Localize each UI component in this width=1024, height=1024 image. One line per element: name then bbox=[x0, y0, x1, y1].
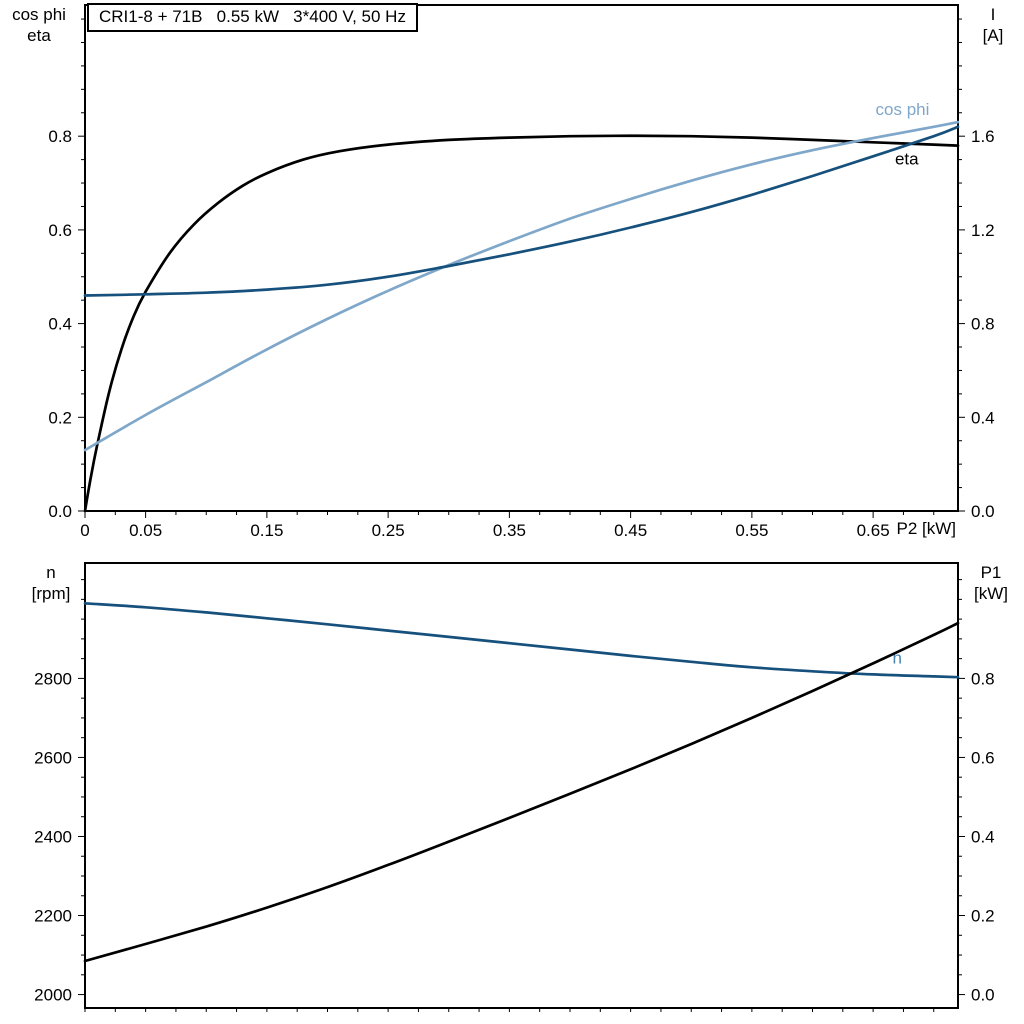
bottom-chart-right-axis-title: P1 [kW] bbox=[960, 562, 1022, 604]
left-axis-title-line1: n bbox=[46, 563, 56, 582]
y-left-tick-label: 2200 bbox=[34, 907, 72, 926]
y-left-tick-label: 0.4 bbox=[48, 315, 72, 334]
x-axis-label: P2 [kW] bbox=[896, 519, 956, 538]
y-left-tick-label: 0.8 bbox=[48, 127, 72, 146]
x-tick-label: 0.35 bbox=[493, 521, 526, 540]
plot-frame bbox=[84, 562, 959, 1009]
x-tick-label: 0.65 bbox=[857, 521, 890, 540]
y-right-tick-label: 0.8 bbox=[971, 315, 995, 334]
series-label-eta: eta bbox=[895, 149, 919, 168]
y-right-tick-label: 1.2 bbox=[971, 221, 995, 240]
chart-title-box: CRI1-8 + 71B 0.55 kW 3*400 V, 50 Hz bbox=[87, 3, 418, 32]
bottom-chart-left-axis-title: n [rpm] bbox=[14, 562, 88, 604]
y-right-tick-label: 0.6 bbox=[971, 748, 995, 767]
y-right-tick-label: 0.4 bbox=[971, 408, 995, 427]
series-label-n: n bbox=[893, 648, 902, 667]
y-left-tick-label: 2800 bbox=[34, 669, 72, 688]
series-label-cos-phi: cos phi bbox=[876, 100, 930, 119]
left-axis-title-line1: cos phi bbox=[12, 5, 66, 24]
right-axis-title-line1: P1 bbox=[980, 563, 1002, 582]
y-right-tick-label: 0.0 bbox=[971, 502, 995, 521]
y-left-tick-label: 0.0 bbox=[48, 502, 72, 521]
y-right-tick-label: 0.8 bbox=[971, 669, 995, 688]
x-tick-label: 0.25 bbox=[372, 521, 405, 540]
x-tick-label: 0 bbox=[80, 521, 89, 540]
series-path-cos-phi bbox=[83, 120, 960, 452]
series-path-P1 bbox=[83, 621, 960, 963]
y-left-tick-label: 2000 bbox=[34, 986, 72, 1005]
y-right-tick-label: 0.4 bbox=[971, 827, 995, 846]
plot-frame bbox=[84, 4, 959, 512]
x-tick-label: 0.55 bbox=[735, 521, 768, 540]
y-left-tick-label: 0.2 bbox=[48, 408, 72, 427]
y-left-tick-label: 2400 bbox=[34, 827, 72, 846]
y-right-tick-label: 0.2 bbox=[971, 907, 995, 926]
y-right-tick-label: 0.0 bbox=[971, 986, 995, 1005]
series-path-n bbox=[83, 601, 960, 679]
left-axis-title-line2: eta bbox=[27, 26, 51, 45]
series-path-I bbox=[83, 125, 960, 297]
y-left-tick-label: 2600 bbox=[34, 748, 72, 767]
y-right-tick-label: 1.6 bbox=[971, 127, 995, 146]
x-tick-label: 0.05 bbox=[129, 521, 162, 540]
x-tick-label: 0.15 bbox=[250, 521, 283, 540]
top-chart-left-axis-title: cos phi eta bbox=[0, 4, 78, 46]
left-axis-title-line2: [rpm] bbox=[31, 584, 71, 603]
x-tick-label: 0.45 bbox=[614, 521, 647, 540]
series-path-eta bbox=[83, 134, 960, 513]
right-axis-title-line2: [A] bbox=[982, 26, 1004, 45]
top-chart-right-axis-title: I [A] bbox=[964, 4, 1022, 46]
y-left-tick-label: 0.6 bbox=[48, 221, 72, 240]
right-axis-title-line2: [kW] bbox=[974, 584, 1008, 603]
right-axis-title-line1: I bbox=[990, 5, 996, 24]
top-chart: 0 0.05 0.15 0.25 0.35 0.45 0.55 0.65 0.0 0.2 0.4 0.… bbox=[48, 4, 995, 540]
